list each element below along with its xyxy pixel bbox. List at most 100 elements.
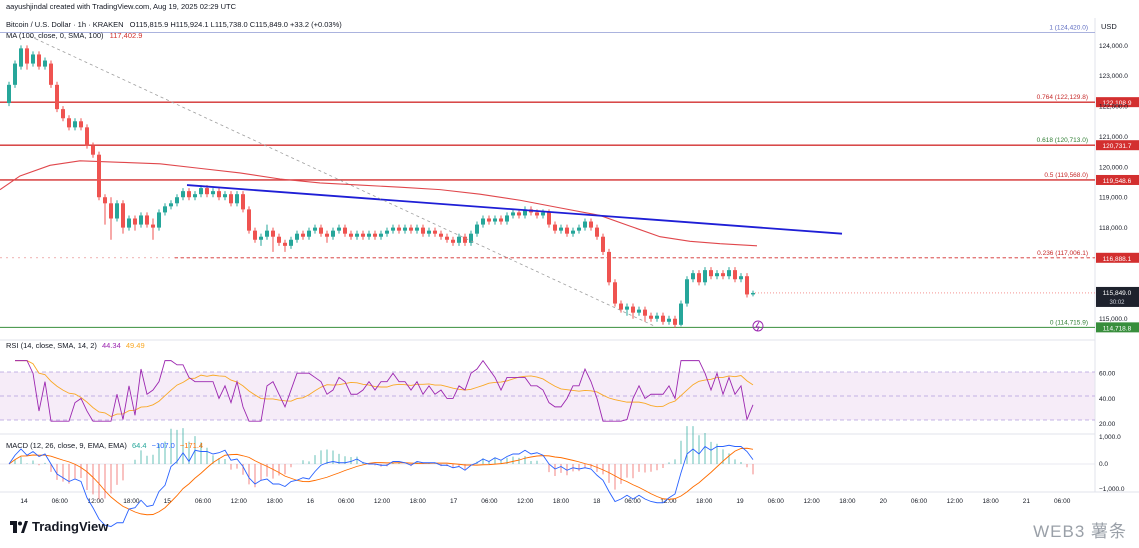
candle-body-81 (493, 218, 497, 222)
rsi-legend[interactable]: RSI (14, close, SMA, 14, 2) 44.34 49.49 (6, 341, 145, 350)
candle-body-120 (727, 270, 731, 277)
candle-body-46 (283, 242, 287, 246)
candle-body-116 (703, 270, 707, 283)
time-tick-6: 12:00 (231, 498, 248, 505)
time-tick-12: 17 (450, 498, 458, 505)
last-price-tag: 115,849.0 (1103, 290, 1132, 297)
time-tick-19: 18:00 (696, 498, 713, 505)
candle-body-72 (439, 233, 443, 237)
candle-body-122 (739, 276, 743, 280)
candle-body-32 (199, 188, 203, 195)
time-tick-25: 06:00 (911, 498, 928, 505)
candle-body-5 (37, 54, 41, 67)
candle-body-101 (613, 282, 617, 304)
ma-legend[interactable]: MA (100, close, 0, SMA, 100) 117,402.9 (6, 31, 142, 40)
time-tick-1: 06:00 (52, 498, 69, 505)
symbol-line: Bitcoin / U.S. Dollar · 1h · KRAKEN O115… (6, 20, 342, 29)
candle-body-52 (319, 227, 323, 234)
price-tick-7: 115,000.0 (1099, 316, 1128, 323)
candle-body-89 (541, 212, 545, 216)
time-tick-24: 20 (880, 498, 888, 505)
time-tick-7: 18:00 (266, 498, 283, 505)
candle-body-51 (313, 227, 317, 231)
candle-body-113 (685, 279, 689, 304)
candle-body-42 (259, 236, 263, 240)
fib-label-2: 0.618 (120,713.0) (1037, 137, 1088, 144)
rsi-tick-2: 20.00 (1099, 421, 1116, 428)
time-tick-5: 06:00 (195, 498, 212, 505)
currency-label: USD (1101, 22, 1117, 31)
candle-body-90 (547, 212, 551, 225)
candle-body-123 (745, 276, 749, 295)
candle-body-49 (301, 233, 305, 237)
candle-body-44 (271, 230, 275, 237)
candle-body-17 (109, 203, 113, 219)
candle-body-24 (151, 224, 155, 228)
tradingview-logo[interactable]: TradingView (10, 519, 108, 534)
candle-body-27 (169, 203, 173, 207)
tradingview-logo-text: TradingView (32, 519, 109, 534)
candle-body-74 (451, 239, 455, 243)
price-tick-2: 122,000.0 (1099, 104, 1128, 111)
candle-body-96 (583, 221, 587, 228)
candle-body-71 (433, 230, 437, 234)
time-tick-9: 06:00 (338, 498, 355, 505)
candle-body-48 (295, 233, 299, 240)
last-price-tag-bg (1096, 286, 1139, 307)
time-tick-2: 12:00 (87, 498, 104, 505)
candle-body-84 (511, 212, 515, 216)
time-tick-22: 12:00 (803, 498, 820, 505)
macd-hist-value: 64.4 (131, 441, 147, 450)
time-tick-4: 15 (164, 498, 172, 505)
candle-body-50 (307, 230, 311, 237)
candle-body-59 (361, 233, 365, 237)
candle-body-95 (577, 227, 581, 231)
candle-body-22 (139, 215, 143, 225)
candle-body-117 (709, 270, 713, 277)
candle-body-10 (67, 118, 71, 128)
candle-body-88 (535, 212, 539, 216)
time-tick-15: 18:00 (553, 498, 570, 505)
candle-body-6 (43, 60, 47, 67)
candle-body-25 (157, 212, 161, 228)
candles (7, 45, 755, 328)
fib-label-4: 0.236 (117,006.1) (1037, 250, 1088, 257)
candle-body-36 (223, 194, 227, 198)
alert-icon[interactable] (752, 320, 764, 332)
candle-body-11 (73, 121, 77, 128)
candle-body-92 (559, 227, 563, 231)
rsi-tick-0: 60.00 (1099, 371, 1116, 378)
candle-body-62 (379, 233, 383, 237)
time-tick-27: 18:00 (982, 498, 999, 505)
macd-tick-0: 1,000.0 (1099, 434, 1121, 441)
main-pane-bg (0, 18, 1095, 340)
time-tick-3: 18:00 (123, 498, 140, 505)
candle-body-69 (421, 227, 425, 234)
candle-body-41 (253, 230, 257, 240)
candle-body-37 (229, 194, 233, 204)
price-tick-0: 124,000.0 (1099, 43, 1128, 50)
candle-body-60 (367, 233, 371, 237)
candle-body-13 (85, 127, 89, 146)
candle-body-107 (649, 315, 653, 319)
candle-body-53 (325, 233, 329, 237)
candle-body-0 (7, 84, 11, 104)
candle-body-70 (427, 230, 431, 234)
fib-diagonal-line (29, 35, 656, 327)
time-tick-21: 06:00 (768, 498, 785, 505)
candle-body-106 (643, 309, 647, 316)
candle-body-1 (13, 63, 17, 85)
price-tick-6: 118,000.0 (1099, 225, 1128, 232)
rsi-tick-1: 40.00 (1099, 396, 1116, 403)
rsi-line (15, 359, 754, 422)
macd-legend[interactable]: MACD (12, 26, close, 9, EMA, EMA) 64.4 −… (6, 441, 203, 450)
candle-body-67 (409, 227, 413, 231)
candle-body-100 (607, 251, 611, 283)
fib-price-tag-bg-5 (1096, 322, 1139, 333)
candle-body-66 (403, 227, 407, 231)
candle-body-58 (355, 233, 359, 237)
candle-body-34 (211, 191, 215, 195)
candle-body-103 (625, 306, 629, 310)
candle-body-75 (457, 236, 461, 243)
